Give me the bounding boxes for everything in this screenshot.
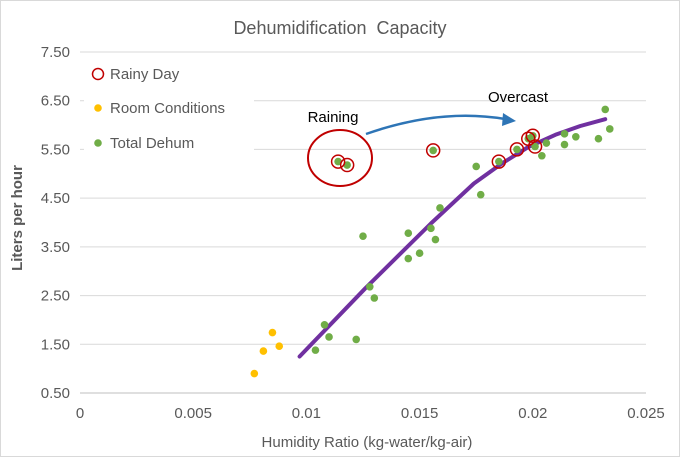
point-rainy-day [330, 154, 346, 169]
legend-label-rainy-day: Rainy Day [110, 66, 180, 83]
point-total-dehum [352, 335, 361, 344]
legend-marker-room-conditions [94, 104, 102, 112]
point-total-dehum [605, 125, 614, 133]
point-room-conditions [259, 347, 268, 355]
point-total-dehum [365, 283, 374, 291]
x-tick-label: 0.025 [627, 405, 665, 422]
legend-label-total-dehum: Total Dehum [110, 135, 194, 152]
point-rainy-day [339, 157, 355, 173]
raining-annotation: Raining [308, 109, 359, 126]
legend: Rainy Day Room Conditions Total Dehum [84, 58, 254, 158]
point-total-dehum [538, 151, 546, 160]
y-tick-label: 2.50 [41, 288, 70, 305]
point-total-dehum [415, 249, 424, 257]
point-total-dehum [325, 333, 333, 341]
point-total-dehum [404, 229, 413, 238]
point-total-dehum [436, 204, 444, 212]
x-axis-tick-labels: 0 0.005 0.01 0.015 0.02 0.025 [76, 405, 665, 422]
y-tick-label: 6.50 [41, 93, 70, 110]
arrow-head [502, 113, 516, 126]
point-room-conditions [250, 369, 259, 378]
point-rainy-day [509, 142, 525, 157]
y-axis-label: Liters per hour [9, 165, 26, 271]
point-total-dehum [594, 134, 603, 143]
point-rainy-day [491, 154, 507, 169]
point-total-dehum [531, 142, 539, 151]
raining-to-overcast-arrow [365, 114, 506, 136]
point-total-dehum [343, 161, 351, 169]
y-tick-label: 4.50 [41, 190, 70, 207]
x-tick-label: 0.015 [401, 405, 439, 422]
point-total-dehum [311, 346, 320, 354]
legend-marker-total-dehum [94, 139, 102, 147]
point-total-dehum [429, 146, 437, 155]
legend-label-room-conditions: Room Conditions [110, 100, 225, 117]
x-axis-label: Humidity Ratio (kg-water/kg-air) [262, 434, 473, 451]
point-total-dehum [320, 321, 329, 329]
point-total-dehum [601, 105, 610, 114]
y-tick-label: 0.50 [41, 385, 70, 402]
point-total-dehum [513, 145, 521, 154]
point-total-dehum [495, 157, 503, 166]
point-total-dehum [334, 157, 342, 166]
point-total-dehum [359, 232, 367, 240]
x-tick-label: 0.01 [292, 405, 321, 422]
y-tick-label: 5.50 [41, 141, 70, 158]
x-tick-label: 0.02 [518, 405, 547, 422]
point-total-dehum [431, 235, 440, 244]
point-total-dehum [370, 294, 379, 302]
x-tick-label: 0 [76, 405, 84, 422]
y-tick-label: 1.50 [41, 336, 70, 353]
point-total-dehum [427, 224, 435, 233]
point-total-dehum [572, 132, 580, 141]
y-axis-tick-labels: 0.50 1.50 2.50 3.50 4.50 5.50 6.50 7.50 [41, 44, 70, 402]
y-tick-label: 3.50 [41, 239, 70, 256]
overcast-annotation: Overcast [488, 89, 549, 106]
point-total-dehum [404, 254, 413, 263]
legend-background [84, 58, 254, 158]
point-total-dehum [542, 139, 551, 147]
point-rainy-day [425, 143, 441, 158]
point-total-dehum [560, 140, 569, 149]
point-total-dehum [560, 130, 569, 138]
legend-marker-rainy-day [91, 67, 105, 81]
x-tick-label: 0.005 [174, 405, 212, 422]
point-total-dehum [472, 162, 481, 171]
data-points-layer [250, 105, 614, 378]
point-total-dehum [476, 190, 485, 199]
y-tick-label: 7.50 [41, 44, 70, 61]
point-rainy-day [527, 139, 543, 154]
point-room-conditions [268, 328, 277, 337]
point-rainy-day [525, 128, 541, 144]
chart-title: Dehumidification Capacity [233, 18, 446, 38]
point-room-conditions [275, 342, 284, 351]
raining-highlight-ellipse [307, 129, 373, 187]
